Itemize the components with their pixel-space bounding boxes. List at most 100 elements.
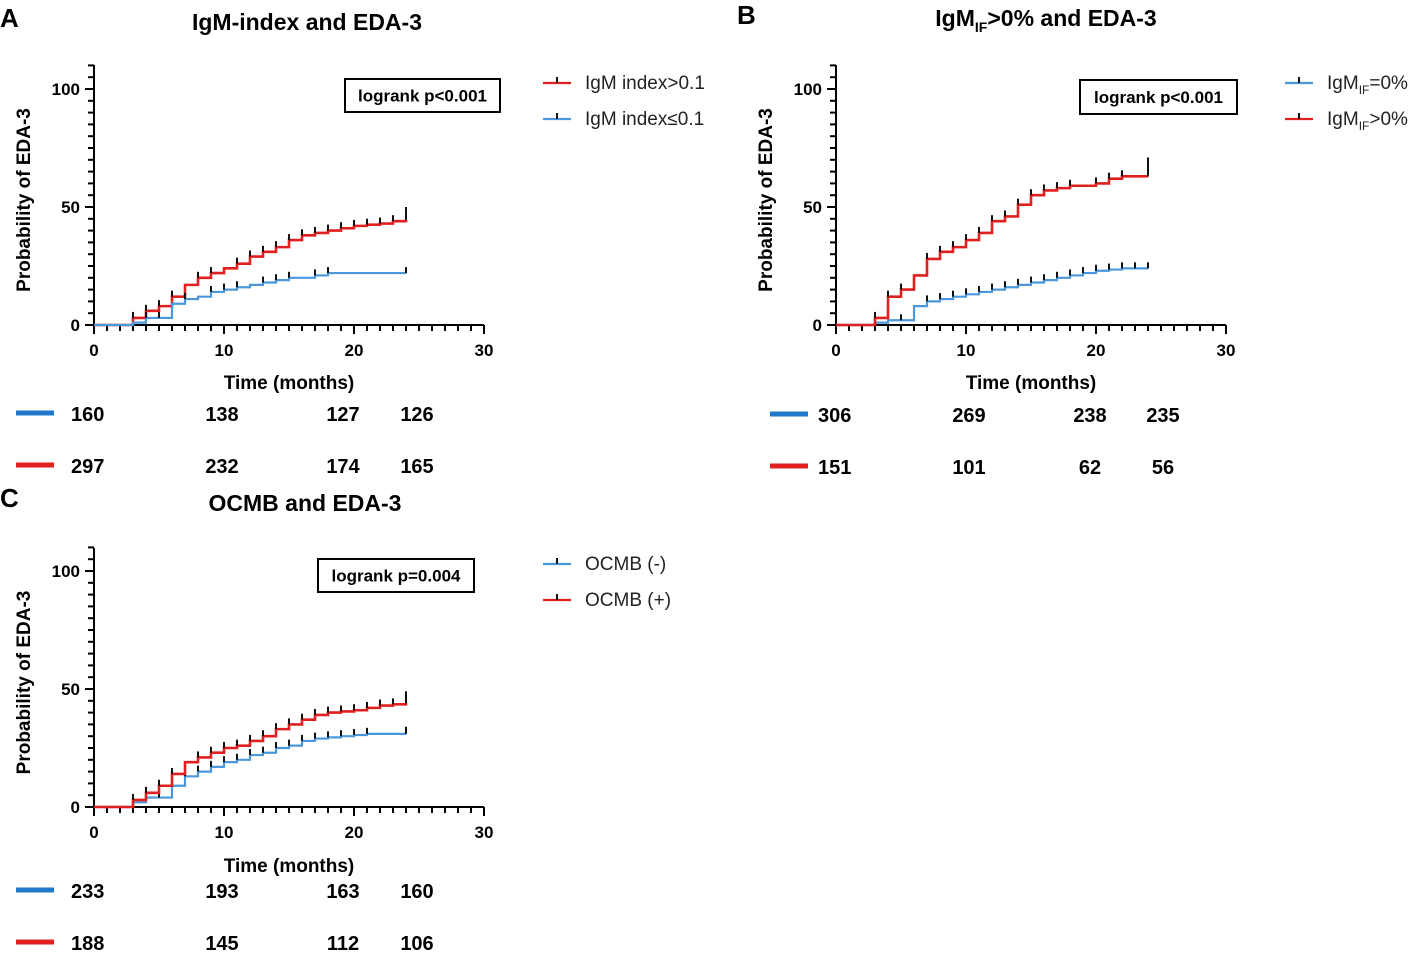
x-axis-label: Time (months) — [966, 373, 1097, 394]
legend-label: OCMB (+) — [585, 590, 671, 611]
risk-count: 112 — [327, 933, 359, 955]
pvalue-text: logrank p<0.001 — [1094, 88, 1223, 107]
x-axis-label: Time (months) — [224, 856, 355, 877]
legend-label-subscript: IF — [1359, 119, 1370, 133]
x-axis-label: Time (months) — [224, 373, 355, 394]
x-tick-label: 10 — [215, 341, 234, 360]
y-tick-label: 0 — [71, 798, 80, 817]
risk-count: 188 — [71, 933, 104, 955]
legend-label-part: IgM — [1327, 73, 1359, 94]
panel-letter: A — [0, 3, 19, 33]
pvalue-box — [344, 78, 501, 113]
x-tick-label: 30 — [475, 823, 494, 842]
legend-label-subscript: IF — [1359, 83, 1370, 97]
risk-count: 101 — [952, 457, 985, 479]
y-tick-label: 50 — [61, 198, 80, 217]
risk-count: 127 — [326, 404, 359, 426]
y-tick-label: 50 — [61, 680, 80, 699]
y-tick-label: 100 — [52, 80, 80, 99]
legend-item: IgM index≤0.1 — [543, 109, 704, 130]
panel-c: C OCMB and EDA-3 0 10 20 30 0 50 100 Time (months… — [0, 483, 671, 955]
legend-label-part: >0% — [1369, 109, 1408, 130]
x-tick-label: 0 — [89, 341, 98, 360]
risk-count: 232 — [205, 456, 238, 478]
risk-count: 235 — [1146, 405, 1179, 427]
x-tick-label: 10 — [215, 823, 234, 842]
risk-count: 233 — [71, 881, 104, 903]
series-blue — [94, 267, 407, 327]
y-tick-label: 100 — [794, 80, 822, 99]
legend-item: OCMB (+) — [543, 590, 671, 611]
risk-count: 163 — [326, 881, 359, 903]
risk-count: 193 — [205, 881, 238, 903]
legend-item: IgMIF=0% — [1285, 73, 1408, 97]
pvalue-box — [317, 558, 475, 593]
x-tick-label: 0 — [89, 823, 98, 842]
survival-step-line — [836, 267, 1148, 327]
series-blue — [836, 262, 1149, 327]
legend-label-part: IgM index>0.1 — [585, 73, 705, 94]
survival-step-line — [94, 732, 406, 809]
series-red — [94, 691, 408, 809]
x-tick-label: 30 — [1217, 341, 1236, 360]
y-tick-label: 0 — [813, 316, 822, 335]
chart-title: OCMB and EDA-3 — [209, 490, 402, 516]
risk-count: 306 — [818, 405, 851, 427]
chart-title-part: >0% and EDA-3 — [987, 5, 1156, 31]
legend-item: OCMB (-) — [543, 554, 666, 575]
risk-count: 56 — [1152, 457, 1174, 479]
risk-row: 160 138 127 126 — [16, 404, 434, 426]
legend-label: IgMIF>0% — [1327, 109, 1408, 133]
series-blue — [94, 726, 407, 809]
risk-count: 62 — [1079, 457, 1101, 479]
y-tick-label: 100 — [52, 562, 80, 581]
risk-row: 188 145 112 106 — [16, 933, 434, 955]
risk-count: 145 — [205, 933, 238, 955]
x-tick-label: 30 — [475, 341, 494, 360]
legend-label-part: OCMB (-) — [585, 554, 666, 575]
risk-count: 126 — [400, 404, 433, 426]
chart-title: IgMIF>0% and EDA-3 — [935, 5, 1156, 35]
survival-step-line — [836, 175, 1148, 327]
chart-title-part: IgM — [935, 5, 975, 31]
x-tick-label: 0 — [831, 341, 840, 360]
y-tick-label: 0 — [71, 316, 80, 335]
risk-row: 151 101 62 56 — [770, 457, 1174, 479]
panel-a: A IgM-index and EDA-3 0 10 20 30 0 50 100 Time (m… — [0, 3, 705, 478]
legend-label: IgM index>0.1 — [585, 73, 705, 94]
risk-count: 269 — [952, 405, 985, 427]
pvalue-box — [1079, 79, 1238, 115]
axes — [827, 64, 1227, 334]
panel-letter: C — [0, 483, 19, 513]
x-tick-label: 20 — [345, 341, 364, 360]
risk-row: 297 232 174 165 — [16, 456, 434, 478]
legend-label: OCMB (-) — [585, 554, 666, 575]
chart-title: IgM-index and EDA-3 — [192, 9, 422, 35]
y-axis-label: Probability of EDA-3 — [14, 591, 35, 775]
legend-label-part: IgM index≤0.1 — [585, 109, 704, 130]
pvalue-text: logrank p=0.004 — [332, 567, 462, 586]
risk-count: 106 — [400, 933, 433, 955]
legend-label-part: OCMB (+) — [585, 590, 671, 611]
y-axis-label: Probability of EDA-3 — [14, 108, 35, 292]
legend-label-part: IgM — [1327, 109, 1359, 130]
legend-item: IgM index>0.1 — [543, 73, 705, 94]
panel-letter: B — [737, 0, 756, 30]
risk-count: 297 — [71, 456, 104, 478]
x-tick-label: 20 — [345, 823, 364, 842]
risk-count: 160 — [400, 881, 433, 903]
risk-count: 138 — [205, 404, 238, 426]
y-tick-label: 50 — [803, 198, 822, 217]
survival-step-line — [94, 271, 406, 327]
legend-label: IgM index≤0.1 — [585, 109, 704, 130]
legend-label: IgMIF=0% — [1327, 73, 1408, 97]
chart-title-subscript: IF — [975, 19, 988, 35]
risk-count: 165 — [400, 456, 433, 478]
x-tick-label: 20 — [1087, 341, 1106, 360]
series-red — [94, 207, 408, 327]
series-red — [836, 157, 1149, 327]
x-tick-label: 10 — [957, 341, 976, 360]
risk-count: 151 — [818, 457, 851, 479]
